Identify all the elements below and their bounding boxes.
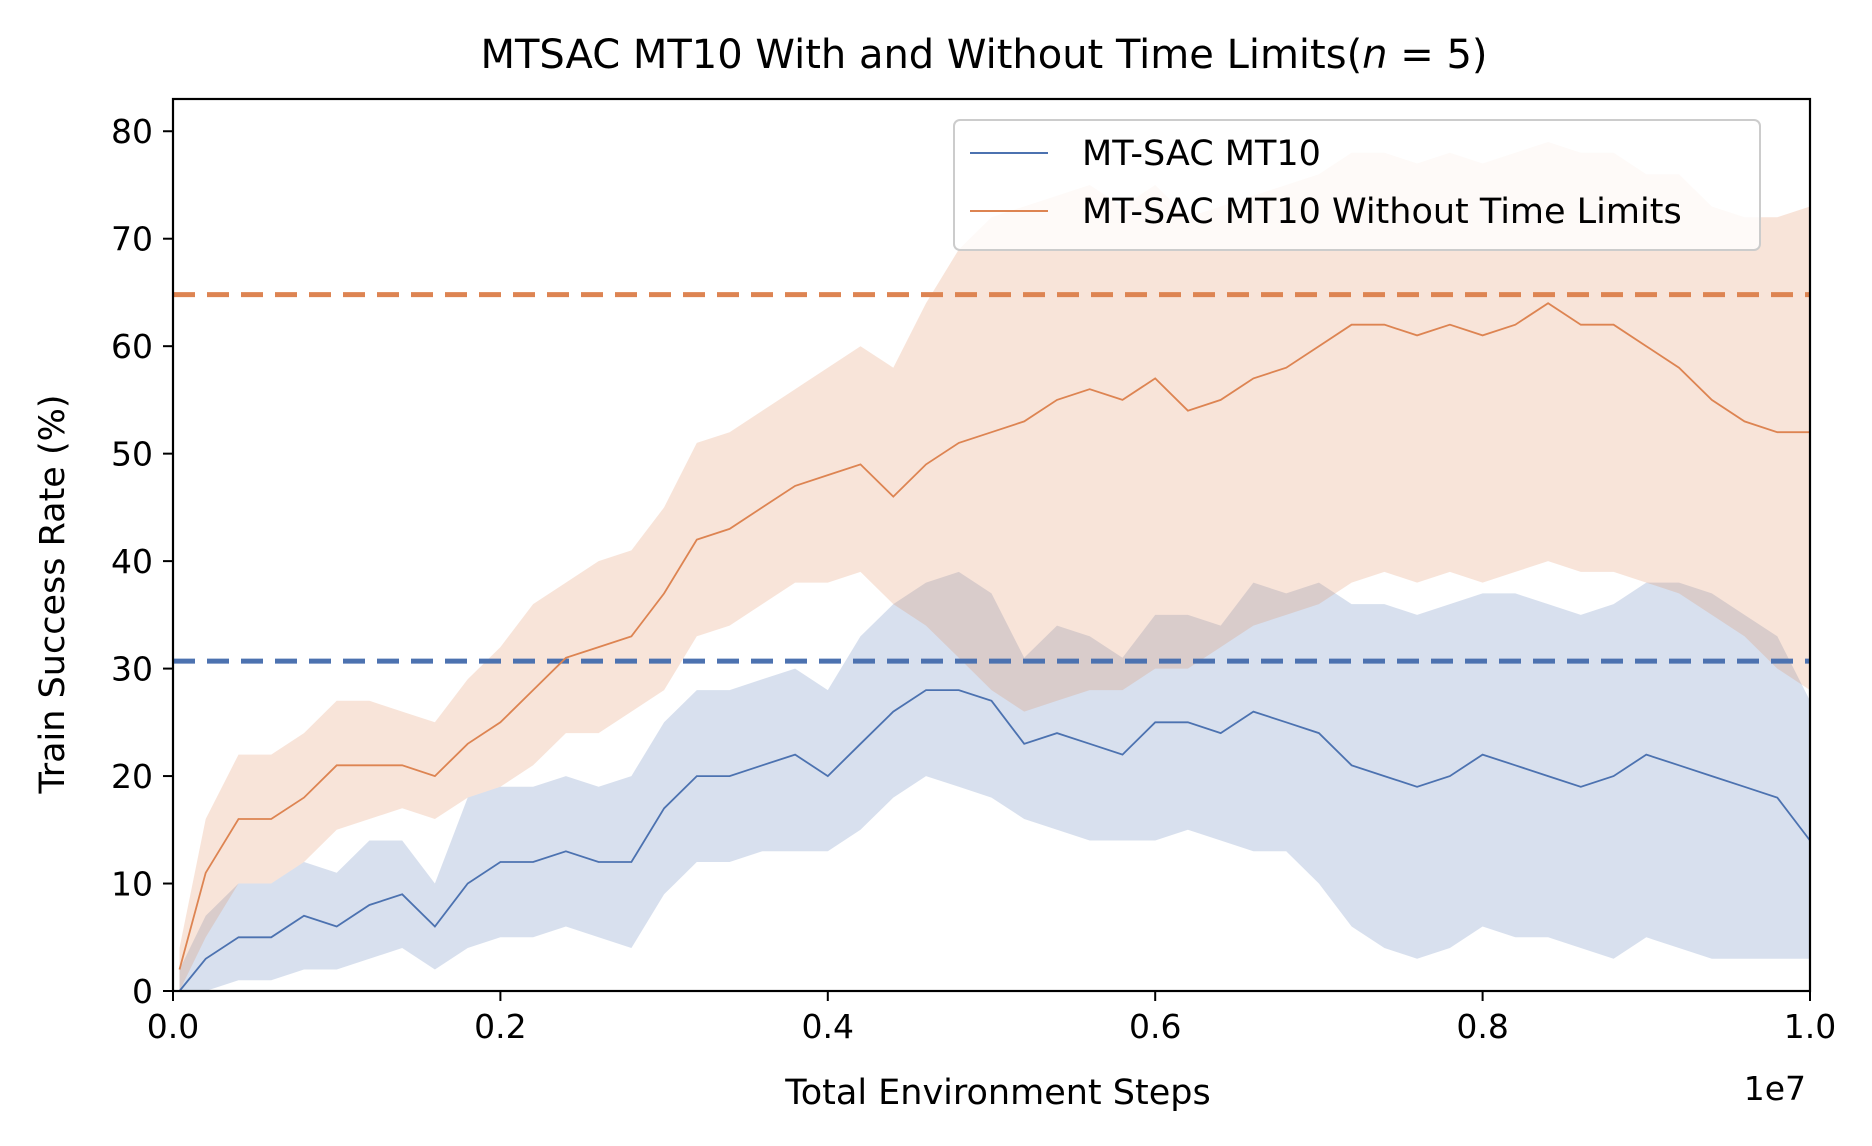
y-tick-label: 40 [111, 542, 153, 581]
legend-box [953, 119, 1761, 251]
chart-title-suffix: = 5) [1388, 32, 1488, 78]
legend-label-mt-sac-mt10-without-time-limits: MT-SAC MT10 Without Time Limits [1082, 192, 1682, 232]
x-tick-label: 0.0 [147, 1007, 199, 1046]
y-tick-label: 0 [132, 972, 153, 1011]
confidence-bands [179, 142, 1810, 991]
chart-title-italic: n [1362, 32, 1387, 78]
x-axis-offset-label: 1e7 [1744, 1069, 1806, 1108]
x-axis-ticks: 0.0 0.2 0.4 0.6 0.8 1.0 [147, 991, 1836, 1046]
series-line-mt-sac-mt10-without-time-limits [178, 302, 1810, 970]
y-tick-label: 70 [111, 220, 153, 259]
series-lines [178, 302, 1811, 992]
x-tick-label: 0.4 [802, 1007, 854, 1046]
x-axis-label: Total Environment Steps [784, 1073, 1210, 1113]
x-tick-label: 0.6 [1129, 1007, 1181, 1046]
chart-title-text: MTSAC MT10 With and Without Time Limits( [480, 32, 1362, 78]
x-tick-label: 0.8 [1456, 1007, 1508, 1046]
y-tick-label: 50 [111, 435, 153, 474]
x-tick-label: 1.0 [1784, 1007, 1836, 1046]
legend: MT-SAC MT10 MT-SAC MT10 Without Time Lim… [953, 119, 1761, 251]
reference-lines [173, 292, 1810, 664]
y-tick-label: 60 [111, 327, 153, 366]
chart-title: MTSAC MT10 With and Without Time Limits(… [480, 32, 1487, 78]
y-axis-ticks: 0 10 20 30 40 50 60 70 80 [111, 112, 173, 1011]
band-mt-sac-mt10-without-time-limits [179, 142, 1810, 991]
series-line-mt-sac-mt10 [178, 689, 1811, 992]
band-mt-sac-mt10 [179, 571, 1810, 991]
y-tick-label: 80 [111, 112, 153, 151]
legend-label-mt-sac-mt10: MT-SAC MT10 [1082, 134, 1321, 174]
x-tick-label: 0.2 [474, 1007, 526, 1046]
y-axis-label: Train Success Rate (%) [33, 394, 73, 794]
y-tick-label: 30 [111, 650, 153, 689]
y-tick-label: 20 [111, 757, 153, 796]
y-tick-label: 10 [111, 865, 153, 904]
plot-frame [171, 97, 1812, 993]
